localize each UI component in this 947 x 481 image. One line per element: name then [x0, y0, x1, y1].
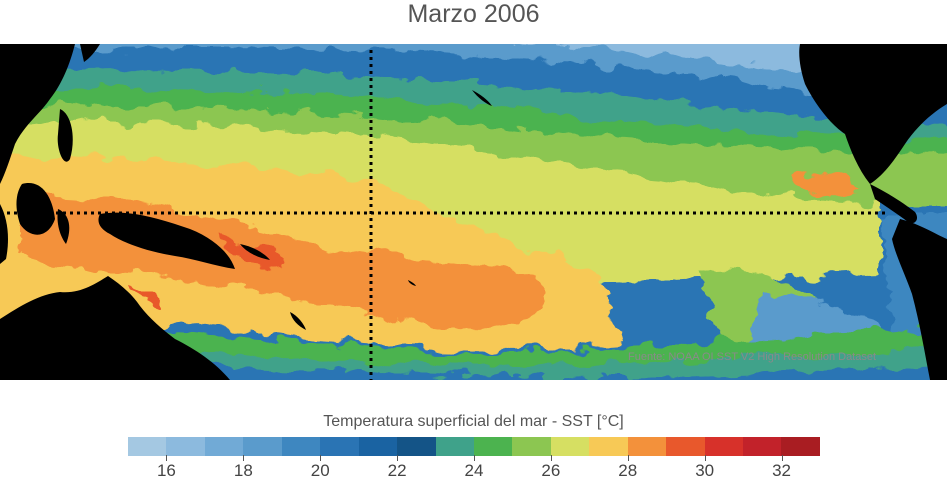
colorbar-tick — [320, 455, 322, 461]
map-title: Marzo 2006 — [407, 0, 540, 28]
colorbar-tick — [397, 455, 399, 461]
sumatra — [0, 204, 8, 264]
solomon-islands — [240, 244, 270, 260]
colorbar-swatch — [473, 437, 513, 456]
colorbar-swatch — [358, 437, 398, 456]
colorbar-label: Temperatura superficial del mar - SST [°… — [323, 413, 624, 430]
colorbar-swatch — [627, 437, 667, 456]
sst-bands — [0, 44, 947, 380]
australia — [0, 276, 230, 380]
colorbar-tick-label: 24 — [464, 461, 484, 480]
colorbar-swatch — [666, 437, 705, 456]
colorbar-tick-label: 16 — [156, 461, 176, 480]
colorbar-tick — [474, 455, 475, 461]
colorbar-swatch — [320, 437, 359, 456]
marquesas-islands — [408, 280, 416, 286]
colorbar-swatch — [704, 437, 743, 456]
colorbar-swatch — [550, 437, 590, 456]
colorbar-tick — [166, 455, 168, 461]
reference-lines — [0, 50, 885, 380]
colorbar-swatch — [128, 437, 167, 456]
central-america — [870, 184, 918, 224]
colorbar-tick-label: 28 — [618, 461, 638, 480]
colorbar-tick-label: 20 — [310, 461, 330, 480]
sst-map — [0, 44, 947, 380]
colorbar-swatch — [435, 437, 474, 456]
colorbar-swatch — [204, 437, 244, 456]
south-america — [892, 219, 947, 380]
hawaii-islands — [472, 90, 492, 106]
philippines — [57, 109, 73, 162]
colorbar — [128, 437, 820, 456]
colorbar-swatch — [281, 437, 321, 456]
colorbar-tick-label: 30 — [695, 461, 715, 480]
japan-islands — [80, 44, 100, 62]
colorbar-swatch — [243, 437, 282, 456]
north-america — [799, 44, 947, 184]
colorbar-swatch — [743, 437, 782, 456]
colorbar-tick-label: 22 — [387, 461, 407, 480]
colorbar-swatch — [166, 437, 205, 456]
colorbar-tick — [704, 455, 706, 461]
new-guinea — [98, 212, 235, 269]
asia-coast — [0, 44, 75, 184]
colorbar-tick — [550, 455, 552, 461]
colorbar-ticks: 16 18 20 22 24 26 28 30 32 — [128, 455, 820, 480]
colorbar-tick — [243, 455, 245, 461]
colorbar-swatch — [512, 437, 551, 456]
new-caledonia — [290, 312, 306, 330]
colorbar-swatch — [397, 437, 436, 456]
colorbar-tick-label: 18 — [233, 461, 253, 480]
colorbar-tick-label: 26 — [541, 461, 561, 480]
land-masses — [0, 44, 947, 380]
colorbar-tick — [627, 455, 629, 461]
colorbar-swatch — [589, 437, 628, 456]
sulawesi — [57, 209, 70, 244]
colorbar-tick-label: 32 — [772, 461, 791, 480]
colorbar-tick — [781, 455, 783, 461]
colorbar-swatch — [781, 437, 820, 456]
source-credit: Fuente: NOAA OI SST V2 High Resolution D… — [628, 351, 877, 363]
borneo — [16, 183, 55, 235]
